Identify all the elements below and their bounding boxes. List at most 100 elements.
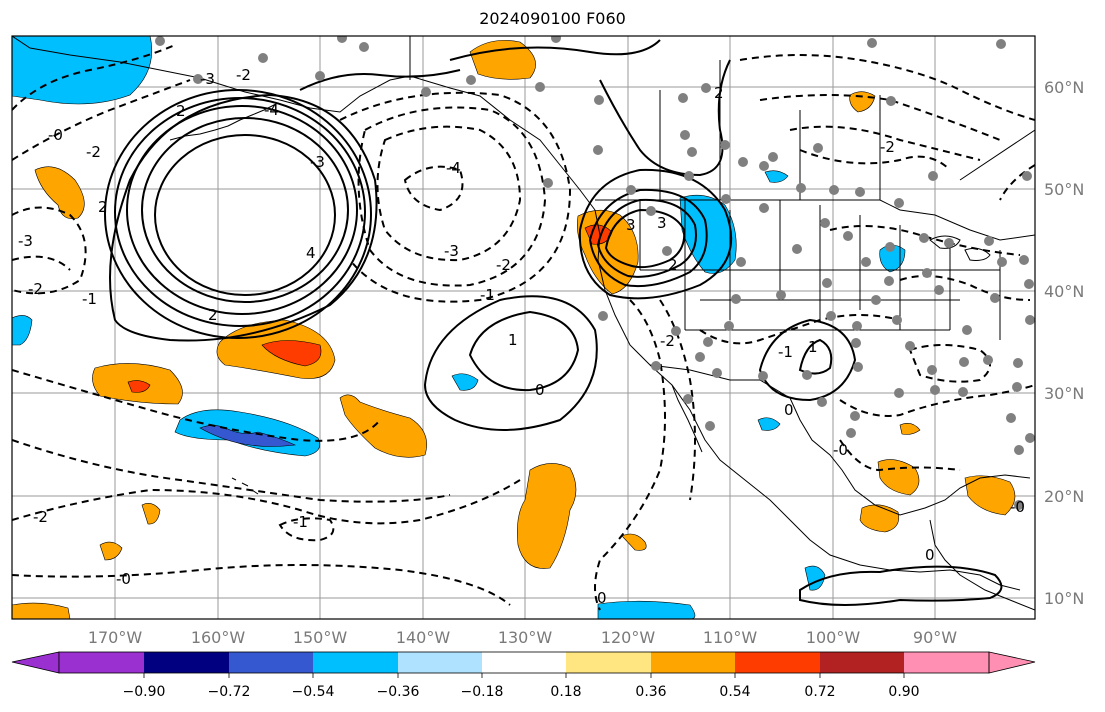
contours [12,39,1035,611]
lon-label: 170°W [88,628,143,647]
contour-label: 2 [714,84,724,102]
colorbar-tick-label: −0.72 [208,684,251,700]
gulf-of-mexico [789,397,1031,516]
contour-label: 1 [808,338,818,356]
contour-label: -2 [660,332,675,350]
contour-label: -0 [1010,498,1025,516]
lon-label: 160°W [191,628,246,647]
contour-label-group: -0 2 -2 -3 2 -4 -3 -2 -2 -1 1 0 -3 -4 3 … [18,66,1025,607]
contour-label: -2 [496,256,511,274]
us-states [639,200,1001,340]
station-dots [155,36,1035,510]
colorbar-extend-left [11,651,60,674]
contour-label: 0 [597,589,607,607]
colorbar-bin [735,652,820,673]
lon-label: 130°W [498,628,553,647]
map-title: 2024090100 F060 [479,9,626,28]
contour-label: -2 [880,138,895,156]
contour-label: 3 [626,216,636,234]
lon-label: 100°W [806,628,861,647]
colorbar-tick-label: −0.18 [461,684,504,700]
anomaly-pos-small-e [899,423,921,435]
contour-label: 0 [784,401,794,419]
contour-label: -3 [18,232,33,250]
contours-solid-misc [299,39,1003,606]
colorbar-bin [482,652,566,673]
lon-axis-labels: 170°W 160°W 150°W 140°W 130°W 120°W 110°… [88,628,957,647]
anomaly-pos-gulf-alaska [469,40,536,80]
colorbar-bin [398,652,482,673]
contour-label: 0 [925,546,935,564]
lat-label: 50°N [1044,180,1084,199]
anomaly-pos-mexico-b [859,504,899,533]
colorbar-bin [144,652,229,673]
lat-label: 10°N [1044,589,1084,608]
contour-label: 2 [208,306,218,324]
contour-label: -2 [28,280,43,298]
colorbar-tick-label: 0.72 [804,684,835,700]
lat-label: 30°N [1044,384,1084,403]
anomaly-neg-central-pacific-core [199,425,297,447]
west-coast-us [594,209,1021,591]
contour-label: -3 [200,70,215,88]
lat-label: 40°N [1044,282,1084,301]
contour-label: 1 [508,331,518,349]
anomaly-pos-caribbean [964,475,1016,516]
anomaly-neg-nw-corner [12,36,153,105]
anomaly-pos-central-pacific-b-core [127,380,151,393]
lon-label: 120°W [601,628,656,647]
contours-solid-high [104,89,378,342]
contour-label: 3 [657,214,667,232]
anomaly-pos-small-b [99,541,123,561]
contour-label: -1 [82,290,97,308]
colorbar-tick-label: 0.36 [635,684,666,700]
colorbar-tick-label: 0.54 [719,684,750,700]
colorbar-tick-label: 0.18 [550,684,581,700]
anomaly-neg-small-b [451,373,479,391]
anomaly-pos-central-pacific-a-core [261,340,322,367]
contour-label: -3 [444,242,459,260]
colorbar-tick-label: −0.54 [292,684,335,700]
anomaly-pos-west-pacific [34,166,85,219]
anomaly-neg-south [597,600,696,619]
colorbar-bin [229,652,313,673]
lon-label: 90°W [913,628,957,647]
colorbar-frame [58,651,990,674]
contours-dashed [12,44,1035,611]
contour-label: -1 [293,513,308,531]
contour-label: -2 [86,143,101,161]
contours-solid-west [578,168,733,300]
anomaly-pos-subtropical [339,394,427,458]
colorbar-extend-right [988,651,1036,674]
lon-label: 140°W [396,628,451,647]
central-america [929,519,1035,611]
lon-label: 150°W [293,628,348,647]
colorbar-bin [820,652,904,673]
colorbar-tick-label: −0.36 [377,684,420,700]
lat-axis-labels: 60°N 50°N 40°N 30°N 20°N 10°N [1044,78,1084,608]
contour-label: 0 [535,381,545,399]
anomaly-pos-small-c [621,533,647,551]
lat-label: 20°N [1044,487,1084,506]
anomaly-neg-rockies [679,194,737,274]
colorbar-bin [59,652,144,673]
baja-california [671,384,703,453]
contour-label: -1 [778,343,793,361]
contour-label: 2 [176,102,186,120]
alaska-coast [12,36,596,211]
colorbar-bin [313,652,398,673]
contour-label: -4 [446,159,461,177]
contour-label: -2 [236,66,251,84]
colorbar-tick-label: 0.90 [888,684,919,700]
contour-label: 2 [668,256,678,274]
lat-label: 60°N [1044,78,1084,97]
colorbar-bin [566,652,651,673]
anomaly-pos-small-a [141,503,161,525]
contour-label: 4 [306,244,316,262]
lon-label: 110°W [703,628,758,647]
anomaly-pos-east-pacific [517,463,577,569]
contour-label: -4 [264,101,279,119]
contour-label: -0 [48,126,63,144]
contour-label: -2 [33,508,48,526]
